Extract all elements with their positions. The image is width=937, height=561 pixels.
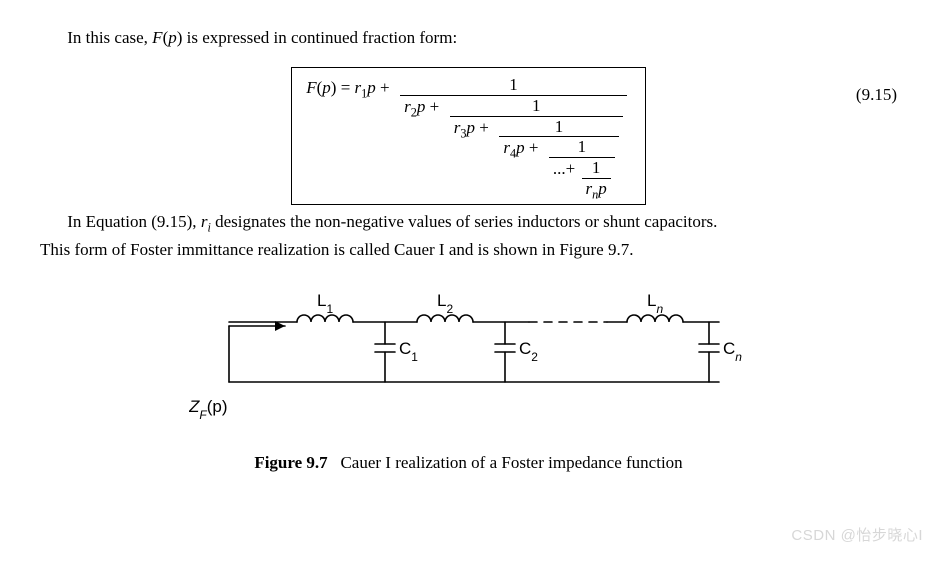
eq-ref: 9.15	[157, 212, 187, 231]
text: In this case,	[67, 28, 152, 47]
denominator: rnp	[582, 180, 611, 198]
term-r4p: r4p +	[503, 138, 544, 157]
frac-level-1: 1 r2p + 1 r3p + 1	[400, 76, 627, 198]
text: designates the non-negative values of se…	[211, 212, 718, 231]
frac-level-4: 1 ...+ 1	[549, 138, 615, 198]
figure-caption: Figure 9.7 Cauer I realization of a Fost…	[40, 453, 897, 473]
eq-lhs: F(p) = r1p +	[306, 76, 396, 98]
numerator: 1	[582, 159, 611, 177]
label-L1: L1	[317, 291, 333, 316]
page: In this case, F(p) is expressed in conti…	[0, 0, 937, 561]
numerator: 1	[499, 118, 618, 136]
denominator: r4p + 1 ...+ 1	[499, 138, 618, 198]
label-L2: L2	[437, 291, 453, 316]
var-F: F	[306, 78, 316, 97]
paragraph-explain-2: This form of Foster immittance realizati…	[40, 239, 897, 262]
text: In Equation (	[67, 212, 157, 231]
fraction-bar	[450, 116, 623, 117]
denominator: ...+ 1 rnp	[549, 159, 615, 198]
var-ri: ri	[201, 212, 211, 231]
var-F: F	[152, 28, 162, 47]
watermark: CSDN @怡步晓心I	[791, 524, 923, 545]
label-C2: C2	[519, 339, 538, 364]
circuit-svg: L1 L2 Ln C1 C2 Cn ZF(p)	[189, 282, 749, 422]
equation-number: (9.15)	[856, 85, 897, 105]
text: This form of Foster immittance realizati…	[40, 240, 633, 259]
paragraph-explain-1: In Equation (9.15), ri designates the no…	[40, 211, 897, 234]
term-r2p: r2p +	[404, 97, 445, 116]
figure-9-7: L1 L2 Ln C1 C2 Cn ZF(p) Figure 9.7 Cauer…	[40, 282, 897, 473]
equation-row: F(p) = r1p + 1 r2p + 1 r3p +	[40, 67, 897, 205]
var-p: p	[168, 28, 177, 47]
label-Ln: Ln	[647, 291, 663, 316]
text: is expressed in continued fraction form:	[182, 28, 457, 47]
continued-fraction: F(p) = r1p + 1 r2p + 1 r3p +	[306, 76, 627, 198]
var-p: p	[367, 78, 376, 97]
text: ),	[187, 212, 201, 231]
figure-label: Figure 9.7	[254, 453, 327, 472]
equation-box: F(p) = r1p + 1 r2p + 1 r3p +	[291, 67, 646, 205]
figure-caption-text: Cauer I realization of a Foster impedanc…	[340, 453, 682, 472]
numerator: 1	[549, 138, 615, 156]
term-dots: ...+	[553, 159, 577, 178]
fraction-bar	[400, 95, 627, 96]
frac-level-2: 1 r3p + 1 r4p +	[450, 97, 623, 198]
denominator: r2p + 1 r3p + 1 r4p +	[400, 97, 627, 198]
label-C1: C1	[399, 339, 418, 364]
label-Cn: Cn	[723, 339, 742, 364]
paragraph-intro: In this case, F(p) is expressed in conti…	[40, 27, 897, 50]
denominator: r3p + 1 r4p + 1	[450, 118, 623, 198]
numerator: 1	[450, 97, 623, 115]
fraction-bar	[499, 136, 618, 137]
label-ZF: ZF(p)	[189, 397, 228, 422]
frac-level-3: 1 r4p + 1 ...+	[499, 118, 618, 198]
numerator: 1	[400, 76, 627, 94]
term-r3p: r3p +	[454, 118, 495, 137]
frac-level-5: 1 rnp	[582, 159, 611, 198]
